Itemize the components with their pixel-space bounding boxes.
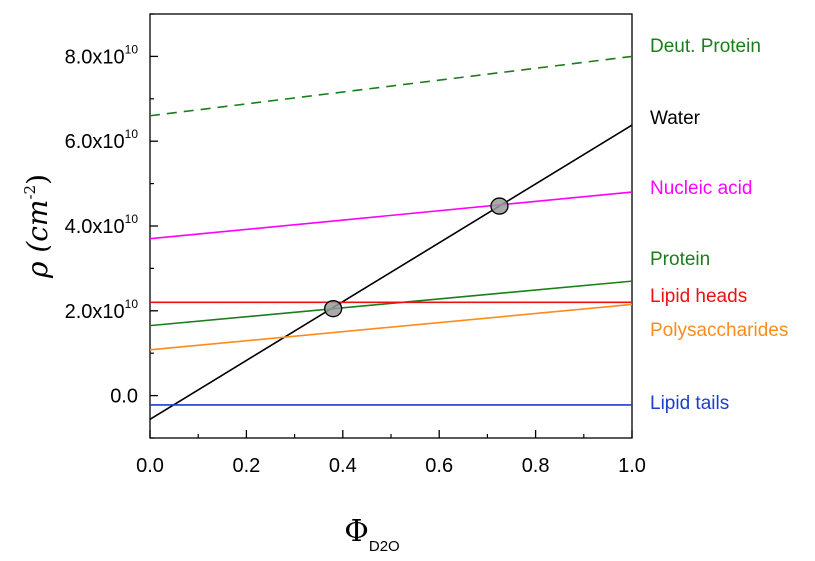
series-label-nucleic-acid: Nucleic acid [650, 178, 752, 199]
x-tick-label: 0.4 [329, 455, 357, 477]
y-tick-label-base: 2.0x10 [65, 301, 125, 323]
y-tick-label-exp: 10 [125, 42, 139, 56]
y-axis-title-close: ) [21, 174, 54, 185]
x-tick-label: 0.0 [136, 455, 164, 477]
intersection-point [324, 300, 343, 318]
series-line-deut-protein [149, 55, 633, 117]
intersection-markers [324, 197, 509, 318]
y-tick-label: 2.0x1010 [65, 297, 139, 323]
x-axis-title: ΦD2O [344, 514, 399, 555]
series-lines [149, 55, 633, 421]
x-tick-label: 0.6 [425, 455, 453, 477]
y-tick-label-base: 6.0x10 [65, 131, 125, 153]
series-line-water [149, 124, 633, 421]
y-axis-title-main: ρ (cm [21, 200, 54, 280]
series-labels: Deut. Protein Water Nucleic acid Protein Lip… [650, 36, 788, 414]
series-label-lipid-heads: Lipid heads [650, 286, 747, 307]
x-tick-label: 0.2 [232, 455, 260, 477]
y-tick-label-base: 0.0 [110, 386, 138, 408]
y-tick-label: 0.0 [110, 386, 138, 408]
x-axis-title-main: Φ [344, 514, 369, 549]
y-tick-label-base: 8.0x10 [65, 46, 125, 68]
y-axis-title: ρ (cm-2) [21, 174, 54, 279]
y-axis-title-sup: -2 [21, 185, 39, 200]
series-label-water: Water [650, 108, 701, 129]
y-tick-label: 4.0x1010 [65, 212, 139, 238]
y-tick-label: 6.0x1010 [65, 127, 139, 153]
y-tick-label: 8.0x1010 [65, 42, 139, 68]
intersection-point [490, 197, 509, 215]
y-tick-label-exp: 10 [125, 212, 139, 226]
series-label-protein: Protein [650, 249, 710, 270]
y-tick-label-exp: 10 [125, 127, 139, 141]
x-axis-title-sub: D2O [369, 538, 400, 555]
y-tick-label-exp: 10 [125, 297, 139, 311]
x-axis-ticks: 0.0 0.2 0.4 0.6 0.8 1.0 [136, 430, 646, 477]
x-tick-label: 0.8 [522, 455, 550, 477]
series-label-deut-protein: Deut. Protein [650, 36, 761, 57]
series-line-protein [149, 280, 633, 327]
series-line-polysaccharides [149, 303, 633, 351]
series-line-nucleic-acid [149, 191, 633, 240]
y-tick-label-base: 4.0x10 [65, 216, 125, 238]
series-label-lipid-tails: Lipid tails [650, 393, 729, 414]
series-label-polysaccharides: Polysaccharides [650, 320, 788, 341]
x-tick-label: 1.0 [618, 455, 646, 477]
